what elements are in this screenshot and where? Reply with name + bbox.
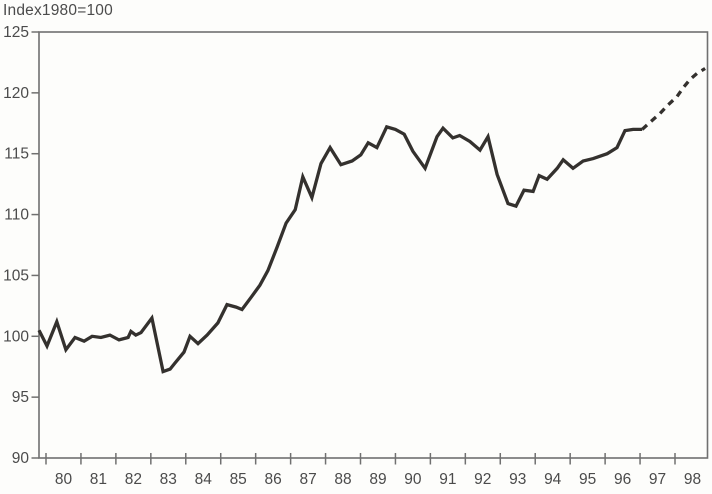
plot-frame: [38, 31, 709, 459]
y-tick-label: 90: [12, 450, 30, 467]
x-tick-label: 98: [684, 471, 701, 488]
y-tick-label: 115: [4, 146, 29, 163]
x-tick-label: 81: [90, 471, 107, 488]
x-tick-label: 80: [55, 471, 73, 488]
x-tick-label: 89: [369, 471, 386, 488]
x-tick-label: 93: [509, 471, 526, 488]
x-tick-label: 91: [439, 471, 456, 488]
y-tick-label: 100: [3, 328, 29, 345]
x-tick-label: 96: [614, 471, 631, 488]
x-tick-label: 85: [230, 471, 247, 488]
x-tick-label: 92: [474, 471, 491, 488]
y-tick-label: 110: [4, 207, 29, 224]
chart-title: Index1980=100: [3, 2, 113, 19]
x-tick-label: 97: [649, 471, 666, 488]
x-tick-label: 84: [195, 471, 213, 488]
x-tick-label: 86: [265, 471, 282, 488]
series-line-forecast: [641, 67, 706, 131]
series-line-historical: [37, 124, 643, 374]
x-tick-label: 94: [544, 471, 562, 488]
x-tick-label: 83: [160, 471, 177, 488]
x-tick-label: 82: [125, 471, 142, 488]
x-tick-label: 88: [334, 471, 351, 488]
y-tick-label: 120: [3, 85, 29, 102]
x-tick-label: 95: [579, 471, 596, 488]
x-tick-label: 87: [299, 471, 316, 488]
y-tick-label: 125: [3, 24, 29, 41]
y-tick-label: 105: [3, 267, 29, 284]
y-tick-label: 95: [12, 389, 29, 406]
x-tick-label: 90: [404, 471, 422, 488]
